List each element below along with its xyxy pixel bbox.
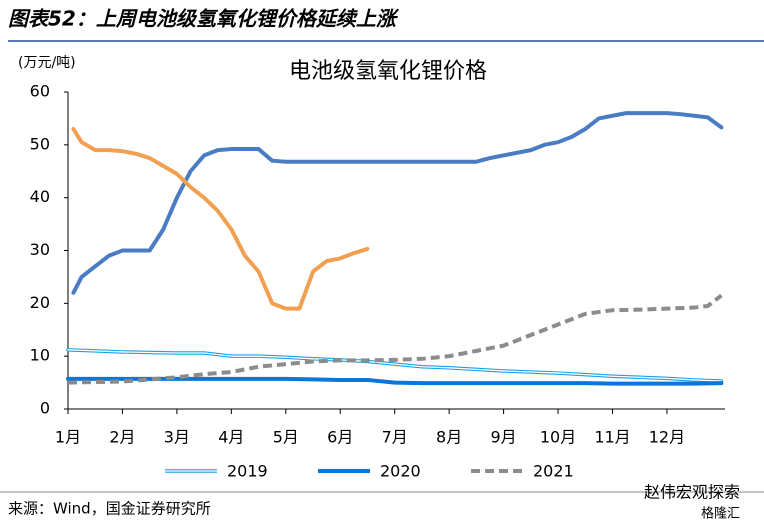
x-tick-label: 5月 bbox=[273, 428, 299, 447]
x-tick-label: 8月 bbox=[436, 428, 462, 447]
watermark-site: 格隆汇 bbox=[701, 506, 740, 522]
x-tick-label: 11月 bbox=[594, 428, 630, 447]
series-line bbox=[66, 376, 724, 386]
y-tick-label: 40 bbox=[30, 187, 50, 206]
x-tick-label: 4月 bbox=[218, 428, 244, 447]
x-tick-label: 7月 bbox=[382, 428, 408, 447]
header-title: 图表52：上周电池级氢氧化锂价格延续上涨 bbox=[8, 7, 400, 31]
x-tick-label: 9月 bbox=[491, 428, 517, 447]
y-tick-label: 0 bbox=[40, 399, 50, 418]
source: 来源：Wind，国金证券研究所 bbox=[8, 500, 211, 518]
legend-label: 2019 bbox=[227, 462, 268, 481]
y-tick-label: 10 bbox=[30, 346, 50, 365]
x-tick-label: 2月 bbox=[109, 428, 135, 447]
y-tick-label: 20 bbox=[30, 293, 50, 312]
y-tick-label: 60 bbox=[30, 82, 50, 101]
y-tick-label: 30 bbox=[30, 240, 50, 259]
legend-label: 2020 bbox=[380, 462, 421, 481]
y-tick-label: 50 bbox=[30, 134, 50, 153]
x-tick-label: 3月 bbox=[164, 428, 190, 447]
legend-label: 2021 bbox=[533, 462, 574, 481]
x-tick-label: 12月 bbox=[649, 428, 685, 447]
x-tick-label: 10月 bbox=[540, 428, 576, 447]
x-tick-label: 6月 bbox=[327, 428, 353, 447]
series-line-inner bbox=[67, 349, 723, 382]
series-line bbox=[71, 111, 724, 295]
x-tick-label: 1月 bbox=[55, 428, 81, 447]
chart-title: 电池级氢氧化锂价格 bbox=[289, 59, 487, 84]
watermark: 赵伟宏观探索 bbox=[644, 483, 740, 502]
series-line bbox=[67, 293, 723, 385]
series-line bbox=[71, 126, 370, 311]
y-axis-label: (万元/吨) bbox=[18, 55, 76, 71]
